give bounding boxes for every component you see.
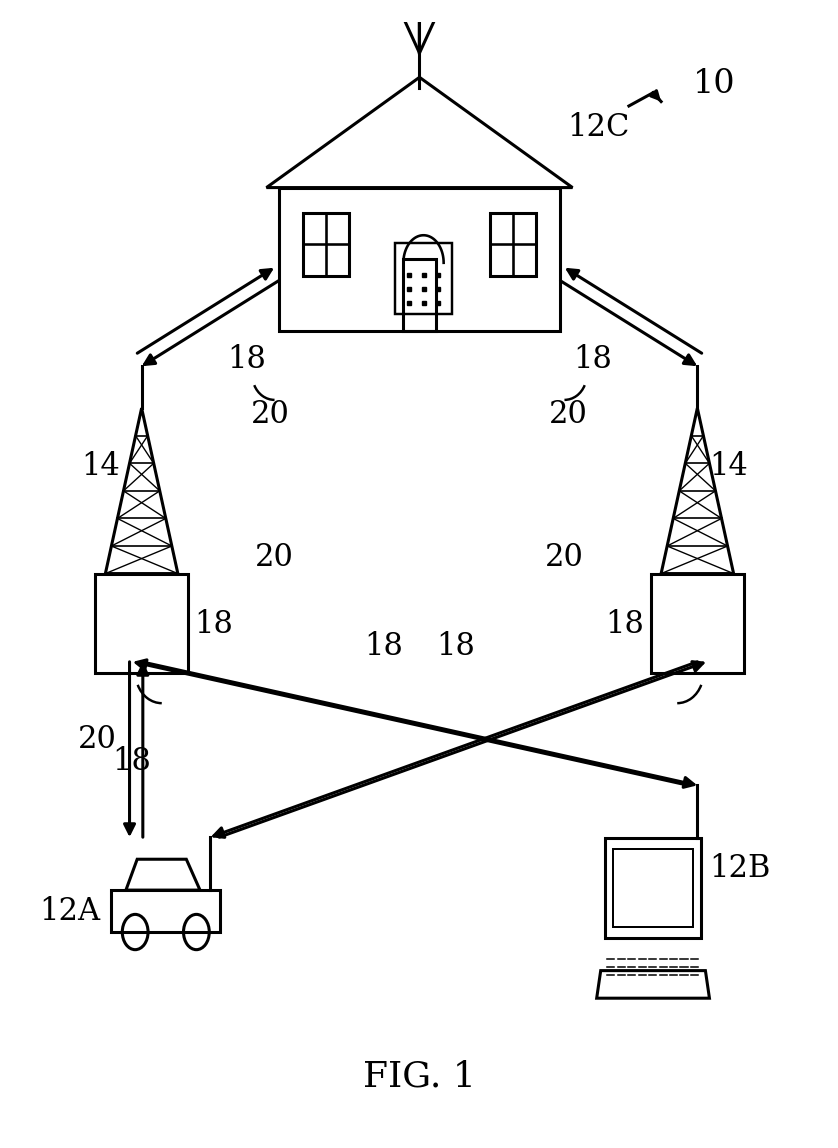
Text: 18: 18 — [112, 745, 151, 776]
Text: 20: 20 — [255, 542, 293, 573]
Text: 20: 20 — [548, 398, 587, 429]
Text: 18: 18 — [572, 343, 612, 374]
Text: 18: 18 — [194, 608, 233, 639]
Text: 20: 20 — [78, 723, 116, 754]
Text: 18: 18 — [226, 343, 266, 374]
Text: 20: 20 — [545, 542, 583, 573]
Text: 10: 10 — [692, 68, 735, 100]
Text: 12B: 12B — [709, 853, 770, 884]
Text: 20: 20 — [251, 398, 290, 429]
Text: 18: 18 — [436, 630, 474, 661]
Text: 18: 18 — [605, 608, 644, 639]
Text: 18: 18 — [364, 630, 402, 661]
Text: 14: 14 — [709, 451, 747, 482]
Text: 12C: 12C — [566, 113, 628, 144]
Text: FIG. 1: FIG. 1 — [363, 1058, 475, 1093]
Text: 14: 14 — [81, 451, 120, 482]
Text: 12A: 12A — [39, 895, 100, 926]
